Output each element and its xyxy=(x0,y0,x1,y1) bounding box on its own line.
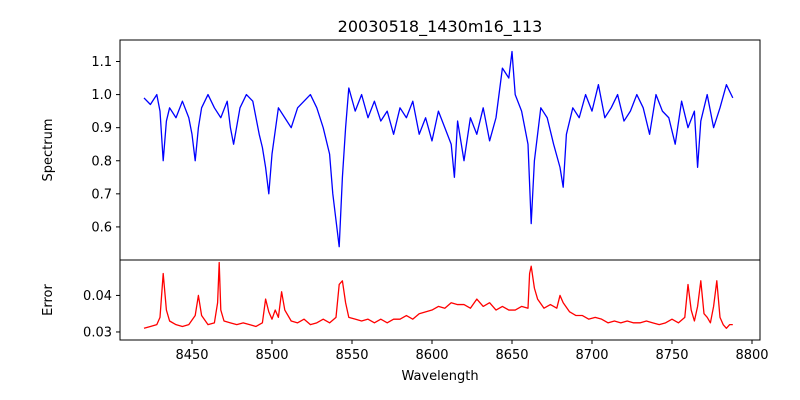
error-y-tick-label: 0.03 xyxy=(83,325,112,340)
spectrum-y-tick-label: 0.6 xyxy=(91,220,112,235)
x-tick-label: 8500 xyxy=(255,348,288,363)
error-series-line xyxy=(143,261,733,329)
spectrum-y-tick-label: 0.8 xyxy=(91,154,112,169)
spectrum-y-tick-label: 1.0 xyxy=(91,88,112,103)
spectrum-y-tick-label: 0.7 xyxy=(91,187,112,202)
x-tick-label: 8450 xyxy=(175,348,208,363)
spectrum-series-line xyxy=(143,50,734,248)
x-tick-label: 8750 xyxy=(655,348,688,363)
x-tick-label: 8800 xyxy=(735,348,768,363)
x-tick-label: 8550 xyxy=(335,348,368,363)
x-tick-label: 8600 xyxy=(415,348,448,363)
chart-title: 20030518_1430m16_113 xyxy=(338,17,543,37)
x-axis-label: Wavelength xyxy=(401,369,478,384)
error-y-tick-label: 0.04 xyxy=(83,289,112,304)
error-y-axis-label: Error xyxy=(41,284,56,316)
x-tick-label: 8700 xyxy=(575,348,608,363)
x-tick-label: 8650 xyxy=(495,348,528,363)
error-panel: 0.03 0.04 Error 8450 8500 8550 8600 8650 8700 875… xyxy=(41,259,769,363)
spectrum-y-tick-label: 1.1 xyxy=(91,55,112,70)
spectrum-y-axis-label: Spectrum xyxy=(41,119,56,182)
spectrum-y-tick-label: 0.9 xyxy=(91,121,112,136)
spectrum-axes-frame xyxy=(119,39,761,261)
error-axes-frame xyxy=(119,259,761,341)
spectrum-panel: 0.6 0.7 0.8 0.9 1.0 1.1 Spectrum xyxy=(41,39,761,261)
